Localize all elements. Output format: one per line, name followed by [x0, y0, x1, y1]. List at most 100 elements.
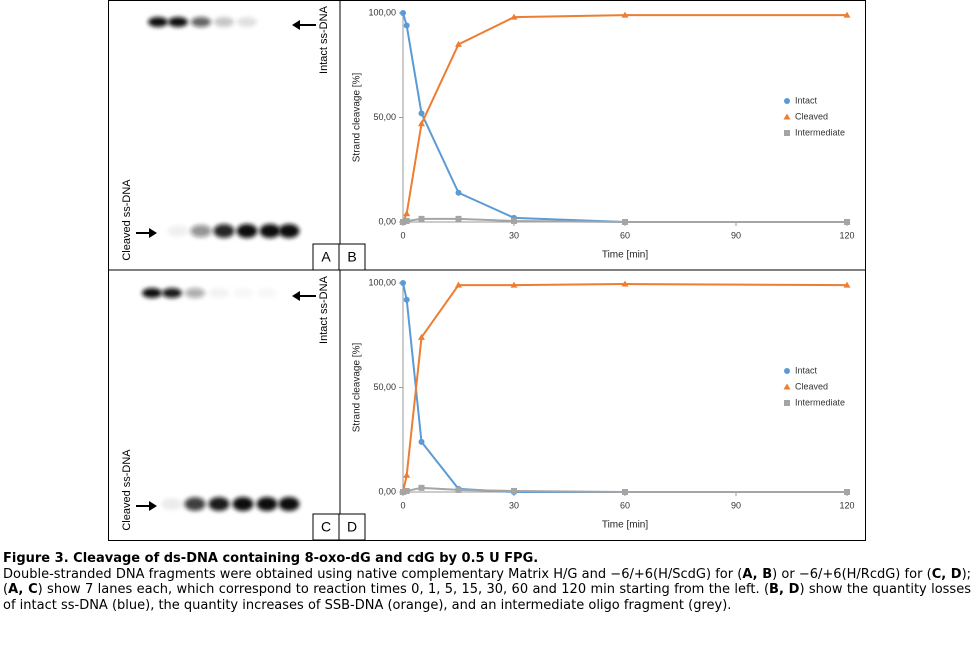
marker — [403, 22, 410, 29]
legend-label: Intact — [795, 95, 818, 105]
caption-title: Figure 3. Cleavage of ds-DNA containing … — [3, 551, 539, 566]
gel-band — [232, 497, 254, 511]
x-axis-label: Time [min] — [602, 520, 649, 531]
x-tick-label: 60 — [620, 230, 630, 240]
marker — [784, 368, 790, 374]
marker — [783, 383, 791, 390]
marker — [455, 40, 462, 47]
x-tick-label: 30 — [509, 230, 519, 240]
series-line — [402, 12, 847, 223]
marker — [784, 98, 790, 104]
figure: Intact ss-DNA Cleaved ss-DNA Intact ss-DNA… — [108, 0, 866, 541]
y-tick-label: 50,00 — [373, 382, 396, 392]
gel-band — [168, 17, 188, 27]
gel-band — [278, 224, 300, 238]
marker — [418, 484, 425, 491]
marker — [784, 130, 790, 136]
marker — [511, 487, 517, 494]
y-axis-label: Strand cleavage [%] — [352, 73, 363, 163]
panel-label: D — [347, 519, 357, 535]
arrow-head — [149, 228, 157, 238]
series-line — [402, 283, 848, 493]
marker — [784, 400, 790, 406]
legend-label: Cleaved — [795, 381, 828, 391]
marker — [455, 281, 462, 288]
arrow-head — [292, 20, 300, 30]
legend-label: Cleaved — [795, 111, 828, 121]
marker — [843, 281, 851, 288]
gel-band — [148, 17, 168, 27]
marker — [511, 217, 517, 224]
gel-band — [142, 288, 162, 298]
gel-band — [208, 497, 230, 511]
x-tick-label: 0 — [400, 230, 405, 240]
gel-label: Cleaved ss-DNA — [121, 179, 133, 261]
marker — [400, 10, 406, 16]
gel-band — [256, 497, 278, 511]
marker — [455, 486, 462, 493]
marker — [621, 280, 629, 287]
y-tick-label: 0,00 — [378, 216, 396, 226]
marker — [783, 113, 791, 120]
y-tick-label: 100,00 — [368, 277, 396, 287]
marker — [400, 489, 406, 495]
legend-label: Intermediate — [795, 127, 845, 137]
gel-band — [278, 497, 300, 511]
charts: 0,00 50,00 100,00 0 30 60 90 120 Time [min] Stran… — [352, 7, 855, 530]
marker — [403, 471, 411, 478]
marker — [455, 215, 462, 222]
gel-band — [259, 224, 281, 238]
gel-band — [191, 17, 211, 27]
caption-run: A, B — [742, 566, 773, 582]
panel-label: B — [347, 249, 356, 265]
caption-run: ) or −6/+6(H/RcdG) for ( — [772, 566, 932, 582]
series-line — [402, 14, 847, 223]
x-tick-label: 120 — [839, 500, 854, 510]
marker — [400, 280, 406, 286]
caption-run: B, D — [769, 582, 800, 597]
caption-run: A, C — [8, 582, 38, 597]
gel-band — [257, 288, 277, 298]
y-tick-label: 100,00 — [368, 7, 396, 17]
marker — [510, 13, 518, 20]
x-tick-label: 60 — [620, 500, 630, 510]
marker — [418, 333, 425, 340]
panel-label: C — [321, 519, 331, 535]
caption-run: Double-stranded DNA fragments were obtai… — [3, 566, 743, 582]
y-tick-label: 0,00 — [378, 486, 396, 496]
caption-run: C, D — [931, 566, 962, 582]
x-tick-label: 90 — [731, 500, 741, 510]
marker — [403, 210, 411, 217]
panel-label: A — [321, 249, 331, 265]
gel-band — [167, 225, 189, 237]
gel-band — [233, 288, 253, 298]
marker — [418, 438, 425, 445]
gel-band — [190, 224, 212, 238]
x-axis-label: Time [min] — [602, 250, 649, 261]
marker — [510, 281, 518, 288]
arrow-head — [149, 501, 157, 511]
marker — [418, 120, 425, 127]
panel-label-box — [338, 243, 366, 271]
marker — [622, 219, 628, 225]
marker — [418, 215, 425, 222]
y-axis-label: Strand cleavage [%] — [352, 343, 363, 433]
gel-band — [237, 17, 257, 27]
arrow-head — [292, 291, 300, 301]
legend-label: Intact — [795, 365, 818, 375]
gel-band — [184, 497, 206, 511]
gel-label: Intact ss-DNA — [318, 275, 330, 344]
caption-run: ) show 7 lanes each, which correspond to… — [37, 582, 770, 597]
gel-label: Cleaved ss-DNA — [121, 449, 133, 531]
marker — [403, 487, 410, 494]
caption: Figure 3. Cleavage of ds-DNA containing … — [3, 551, 971, 613]
caption-run: ); ( — [3, 566, 972, 598]
gel-band — [214, 17, 234, 27]
gel-band — [185, 288, 205, 298]
legend-label: Intermediate — [795, 397, 845, 407]
gel-band — [209, 288, 229, 298]
x-tick-label: 0 — [400, 500, 405, 510]
x-tick-label: 90 — [731, 230, 741, 240]
marker — [403, 296, 410, 303]
